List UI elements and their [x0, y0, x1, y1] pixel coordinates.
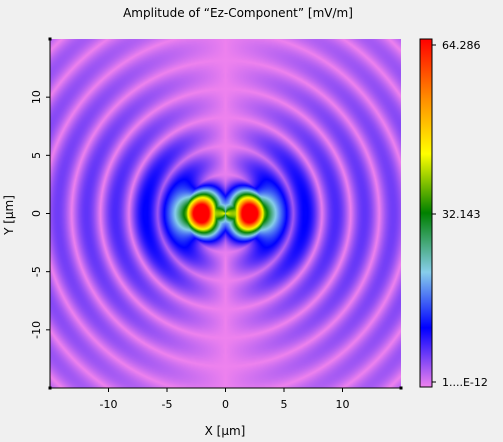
x-tick-label: 0 — [222, 398, 229, 411]
axis-end-mark — [399, 386, 403, 390]
x-tick-label: 5 — [281, 398, 288, 411]
x-tick-label: -5 — [162, 398, 173, 411]
x-tick-label: 10 — [336, 398, 350, 411]
y-tick-label: 5 — [30, 152, 43, 159]
y-tick-label: -10 — [30, 321, 43, 339]
heatmap-canvas[interactable] — [50, 39, 401, 388]
axis-end-mark — [48, 37, 52, 41]
colorbar — [419, 38, 433, 388]
x-axis-ticks: -10 -5 0 5 10 — [100, 388, 350, 411]
y-tick-label: 0 — [30, 210, 43, 217]
y-tick-label: 10 — [30, 90, 43, 104]
y-axis-ticks: 10 5 0 -5 -10 — [30, 37, 403, 390]
y-axis-label: Y [µm] — [2, 195, 16, 236]
x-axis-label: X [µm] — [205, 424, 246, 438]
axis-end-mark — [48, 386, 52, 390]
x-tick-label: -10 — [100, 398, 118, 411]
colorbar-label-max: 64.286 — [442, 39, 481, 52]
colorbar-label-mid: 32.143 — [442, 208, 481, 221]
y-tick-label: -5 — [30, 266, 43, 277]
chart-title: Amplitude of “Ez-Component” [mV/m] — [123, 6, 353, 20]
colorbar-label-min: 1....E-12 — [442, 376, 488, 389]
